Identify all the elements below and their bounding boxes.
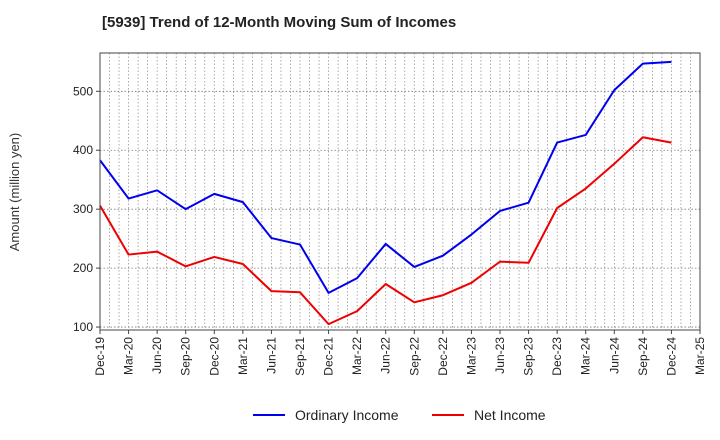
x-tick-label: Mar-20 (122, 337, 136, 375)
x-tick-label: Sep-20 (179, 337, 193, 376)
series-lines (99, 60, 672, 326)
plot-frame (99, 52, 701, 331)
legend-label: Ordinary Income (295, 407, 399, 423)
x-tick-label: Sep-22 (407, 337, 421, 376)
y-tick-label: 300 (73, 202, 93, 216)
x-tick-label: Jun-21 (264, 337, 278, 374)
x-tick-label: Sep-23 (522, 337, 536, 376)
y-tick-labels: 100 200 300 400 500 (73, 84, 100, 334)
y-tick-label: 200 (73, 261, 93, 275)
plot-background (100, 53, 700, 330)
legend-label: Net Income (474, 407, 546, 423)
y-tick-label: 100 (73, 320, 93, 334)
x-tick-label: Mar-21 (236, 337, 250, 375)
x-tick-label: Mar-23 (464, 337, 478, 375)
x-tick-label: Dec-19 (93, 337, 107, 376)
x-tick-label: Mar-25 (693, 337, 707, 375)
x-tick-label: Dec-20 (207, 337, 221, 376)
x-tick-label: Dec-24 (664, 337, 678, 376)
series-line-ordinary-income (99, 60, 672, 294)
x-tick-label: Jun-23 (493, 337, 507, 374)
y-axis-title: Amount (million yen) (7, 133, 22, 252)
x-tick-labels: Dec-19 Mar-20 Jun-20 Sep-20 Dec-20 Mar-21 Jun-… (93, 330, 707, 376)
grid-lines (100, 53, 700, 330)
chart-title: [5939] Trend of 12-Month Moving Sum of I… (102, 14, 457, 31)
y-tick-label: 500 (73, 84, 93, 98)
legend: Ordinary Income Net Income (253, 407, 546, 423)
x-tick-label: Jun-20 (150, 337, 164, 374)
x-tick-label: Dec-23 (550, 337, 564, 376)
y-tick-label: 400 (73, 143, 93, 157)
x-tick-label: Mar-24 (579, 337, 593, 375)
x-tick-label: Mar-22 (350, 337, 364, 375)
x-tick-label: Jun-22 (379, 337, 393, 374)
x-tick-label: Dec-22 (436, 337, 450, 376)
x-tick-label: Jun-24 (607, 337, 621, 374)
series-line-net-income (99, 136, 672, 326)
x-tick-label: Dec-21 (322, 337, 336, 376)
x-tick-label: Sep-21 (293, 337, 307, 376)
x-tick-label: Sep-24 (636, 337, 650, 376)
